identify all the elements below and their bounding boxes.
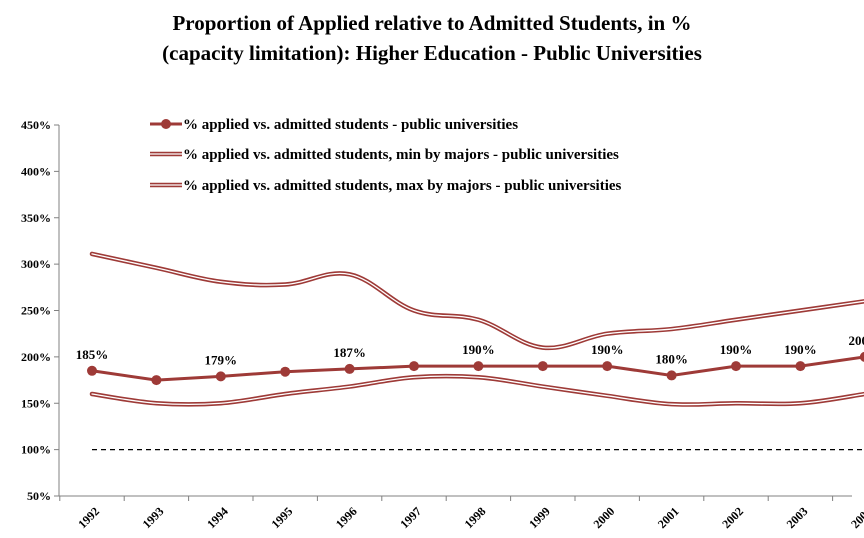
data-label-2002: 190% (720, 342, 753, 357)
x-tick-label: 1999 (526, 504, 553, 531)
y-tick-label: 450% (21, 118, 51, 132)
y-tick-label: 100% (21, 443, 51, 457)
y-tick-label: 150% (21, 396, 51, 410)
series-0-point-2000 (602, 361, 613, 372)
data-labels-layer: 185% 179% 187% 190% 190% 180% 190% 190% 200% (76, 333, 864, 367)
series-0-point-2004 (859, 351, 864, 362)
data-label-1992: 185% (76, 347, 109, 362)
series-0-point-1994 (215, 371, 226, 382)
data-label-2003: 190% (784, 342, 817, 357)
x-tick-label: 2003 (784, 504, 811, 531)
legend-label-2: % applied vs. admitted students, max by … (183, 178, 622, 194)
x-tick-label: 1994 (204, 504, 231, 531)
legend-swatch-0-marker (161, 119, 171, 129)
series-1-outer-line (89, 373, 864, 407)
y-tick-label: 400% (21, 164, 51, 178)
series-0-point-2002 (731, 361, 741, 372)
series-0-point-1992 (87, 365, 97, 376)
data-label-1994: 179% (205, 352, 238, 367)
chart-title-line-1: Proportion of Applied relative to Admitt… (172, 11, 692, 35)
x-tick-label: 1993 (140, 504, 167, 531)
series-0-point-2001 (666, 370, 677, 381)
y-tick-label: 50% (27, 489, 51, 503)
series-0-point-1996 (344, 363, 355, 374)
x-tick-label: 2002 (719, 504, 746, 531)
chart-title-line-2: (capacity limitation): Higher Education … (162, 41, 702, 65)
legend-label-1: % applied vs. admitted students, min by … (183, 147, 619, 163)
series-1-inner-line (91, 375, 864, 406)
chart-title: Proportion of Applied relative to Admitt… (0, 8, 864, 68)
x-tick-label: 1998 (462, 504, 489, 531)
x-tick-label: 1995 (268, 504, 295, 531)
series-0-point-1993 (151, 375, 162, 386)
series-0-point-1999 (537, 361, 548, 372)
series-0-point-1997 (409, 361, 419, 372)
series-layer (87, 251, 864, 407)
x-tick-label: 2004 (848, 504, 864, 531)
x-tick-label: 1996 (333, 504, 360, 531)
x-tick-label: 2001 (655, 504, 682, 531)
legend-label-0: % applied vs. admitted students - public… (183, 117, 518, 133)
y-tick-label: 350% (21, 211, 51, 225)
series-0-point-1995 (280, 366, 291, 377)
x-tick-label: 1992 (75, 504, 102, 531)
y-tick-label: 250% (21, 304, 51, 318)
y-tick-label: 300% (21, 257, 51, 271)
y-tick-label: 200% (21, 350, 51, 364)
data-label-1998: 190% (462, 342, 495, 357)
series-2-outer-line (89, 251, 864, 351)
series-0-point-1998 (473, 361, 484, 372)
legend: % applied vs. admitted students - public… (150, 117, 622, 194)
x-tick-label: 1997 (397, 504, 424, 531)
data-label-2004: 200% (849, 333, 864, 348)
data-label-1996: 187% (333, 345, 366, 360)
data-label-2001: 180% (655, 351, 688, 366)
x-tick-label: 2000 (590, 504, 617, 531)
series-2-inner-line (91, 253, 864, 349)
series-0-point-2003 (795, 361, 806, 372)
data-label-2000: 190% (591, 342, 624, 357)
